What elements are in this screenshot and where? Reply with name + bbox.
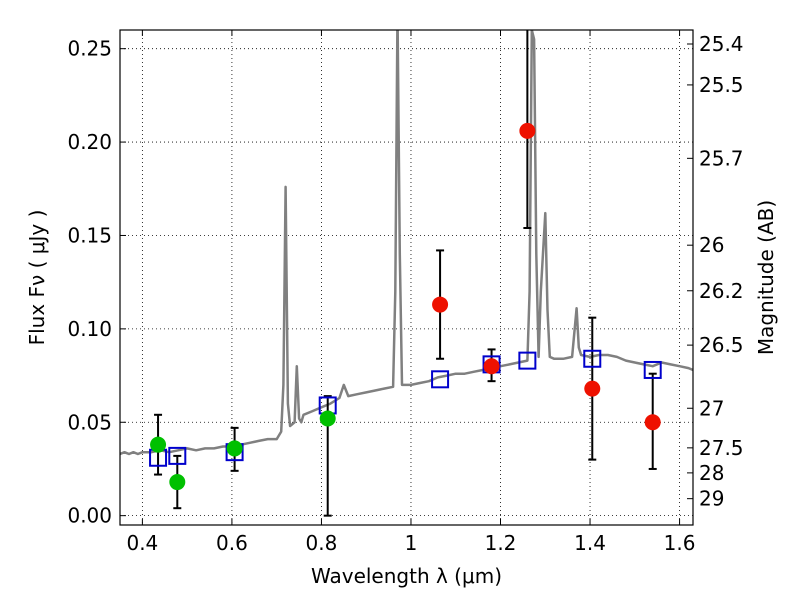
x-tick-label: 0.6 <box>216 531 248 555</box>
y-tick-label: 0.25 <box>67 37 112 61</box>
right-tick-label: 25.5 <box>699 73 744 97</box>
y-tick-label: 0.00 <box>67 504 112 528</box>
plot-frame <box>119 29 694 526</box>
y-tick-label: 0.20 <box>67 130 112 154</box>
right-tick-label: 27.5 <box>699 436 744 460</box>
data-point <box>319 410 336 427</box>
right-tick-label: 27 <box>699 396 724 420</box>
right-axis-label: Magnitude (AB) <box>754 200 778 355</box>
right-tick-label: 28 <box>699 461 724 485</box>
data-point <box>519 122 536 139</box>
x-axis-label: Wavelength λ (μm) <box>311 564 502 588</box>
right-tick-label: 26.5 <box>699 333 744 357</box>
data-point <box>169 474 186 491</box>
data-point <box>432 296 449 313</box>
right-tick-label: 26 <box>699 233 724 257</box>
y-axis-label: Flux Fν ( μJy ) <box>25 210 49 346</box>
model-square-marker <box>431 370 450 389</box>
data-point <box>584 380 601 397</box>
right-tick-label: 29 <box>699 487 724 511</box>
plot-area <box>120 30 693 517</box>
x-tick-label: 0.4 <box>126 531 158 555</box>
x-tick-label: 1.2 <box>485 531 517 555</box>
right-tick-label: 25.4 <box>699 32 744 56</box>
y-tick-label: 0.15 <box>67 223 112 247</box>
model-square-marker <box>168 446 187 465</box>
y-tick-label: 0.10 <box>67 317 112 341</box>
model-square-marker <box>643 360 662 379</box>
data-point <box>226 440 243 457</box>
model-square-marker <box>518 351 537 370</box>
y-tick-label: 0.05 <box>67 410 112 434</box>
x-tick-label: 1.4 <box>574 531 606 555</box>
right-tick-label: 26.2 <box>699 279 744 303</box>
x-tick-label: 1 <box>405 531 418 555</box>
data-point <box>644 414 661 431</box>
model-square-marker <box>583 349 602 368</box>
x-tick-label: 0.8 <box>306 531 338 555</box>
x-tick-label: 1.6 <box>664 531 696 555</box>
ticks: 0.4 0.6 0.8 1 1.2 1.4 1.6 0.00 0.05 0.10 0.15 0.20 0… <box>67 30 744 555</box>
right-tick-label: 25.7 <box>699 146 744 170</box>
data-point <box>483 358 500 375</box>
data-point <box>150 436 167 453</box>
